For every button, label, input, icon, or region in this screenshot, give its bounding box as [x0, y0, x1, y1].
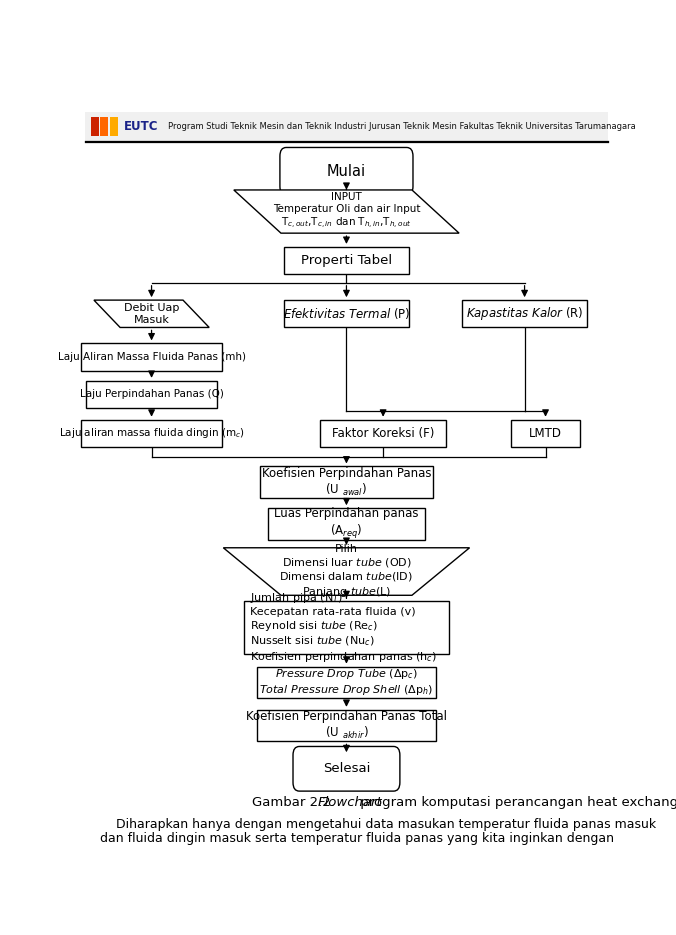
Bar [320, 420, 446, 447]
Text: Laju Aliran Massa Fluida Panas (mh): Laju Aliran Massa Fluida Panas (mh) [57, 352, 245, 362]
Bar [86, 381, 217, 408]
Bar [284, 247, 409, 274]
Text: Laju aliran massa fluida dingin (m$_c$): Laju aliran massa fluida dingin (m$_c$) [59, 426, 245, 440]
Text: Faktor Koreksi (F): Faktor Koreksi (F) [332, 426, 434, 439]
Bar [284, 300, 409, 327]
Text: Gambar 2.2.: Gambar 2.2. [252, 796, 339, 809]
Bar [244, 601, 449, 654]
Polygon shape [223, 548, 470, 596]
Text: Mulai: Mulai [327, 164, 366, 179]
Text: Properti Tabel: Properti Tabel [301, 254, 392, 267]
Text: Koefisien Perpindahan Panas Total
(U $_{akhir}$): Koefisien Perpindahan Panas Total (U $_{… [246, 710, 447, 741]
Polygon shape [234, 190, 459, 233]
Text: program komputasi perancangan heat exchanger: program komputasi perancangan heat excha… [356, 796, 676, 809]
FancyBboxPatch shape [293, 746, 400, 791]
Bar [268, 509, 425, 539]
Text: Jumlah pipa (N$_T$)
Kecepatan rata-rata fluida (v)
Reynold sisi $\it{tube}$ (Re$: Jumlah pipa (N$_T$) Kecepatan rata-rata … [249, 591, 437, 664]
Bar [258, 667, 435, 698]
Bar [462, 300, 587, 327]
Text: $\it{Kapastitas\ Kalor}$ (R): $\it{Kapastitas\ Kalor}$ (R) [466, 306, 583, 323]
Bar [260, 467, 433, 498]
Text: $\it{Efektivitas\ Termal}$ (P): $\it{Efektivitas\ Termal}$ (P) [283, 307, 410, 322]
Text: Diharapkan hanya dengan mengetahui data masukan temperatur fluida panas masuk: Diharapkan hanya dengan mengetahui data … [100, 818, 656, 830]
Text: Koefisien Perpindahan Panas
(U $_{awal}$): Koefisien Perpindahan Panas (U $_{awal}$… [262, 467, 431, 498]
Text: Laju Perpindahan Panas (Q): Laju Perpindahan Panas (Q) [80, 389, 224, 399]
Text: Debit Uap
Masuk: Debit Uap Masuk [124, 303, 179, 324]
Text: EUTC: EUTC [124, 120, 158, 133]
Text: $\it{Pressure\ Drop\ Tube}$ ($\Delta$p$_c$)
$\it{Total\ Pressure\ Drop\ Shell}$ : $\it{Pressure\ Drop\ Tube}$ ($\Delta$p$_… [260, 668, 433, 698]
Text: LMTD: LMTD [529, 426, 562, 439]
Text: Flowchart: Flowchart [318, 796, 383, 809]
Bar [100, 117, 108, 136]
Polygon shape [94, 300, 209, 327]
Bar [84, 112, 608, 141]
Text: Pilih
Dimensi luar $\it{tube}$ (OD)
Dimensi dalam $\it{tube}$(ID)
Panjang $\it{t: Pilih Dimensi luar $\it{tube}$ (OD) Dime… [279, 543, 414, 599]
Bar [91, 117, 99, 136]
Bar [258, 710, 435, 741]
Bar [110, 117, 118, 136]
Bar [81, 343, 222, 370]
Bar [81, 420, 222, 447]
Text: Program Studi Teknik Mesin dan Teknik Industri Jurusan Teknik Mesin Fakultas Tek: Program Studi Teknik Mesin dan Teknik In… [168, 122, 636, 131]
Bar [512, 420, 579, 447]
Text: INPUT
Temperatur Oli dan air Input
T$_{c,out}$,T$_{c,in}$ dan T$_{h,in}$,T$_{h,o: INPUT Temperatur Oli dan air Input T$_{c… [272, 193, 420, 231]
Text: Selesai: Selesai [322, 762, 370, 775]
Text: dan fluida dingin masuk serta temperatur fluida panas yang kita inginkan dengan: dan fluida dingin masuk serta temperatur… [100, 832, 614, 845]
FancyBboxPatch shape [280, 148, 413, 195]
Text: Luas Perpindahan panas
(A$_{req}$): Luas Perpindahan panas (A$_{req}$) [274, 508, 418, 540]
